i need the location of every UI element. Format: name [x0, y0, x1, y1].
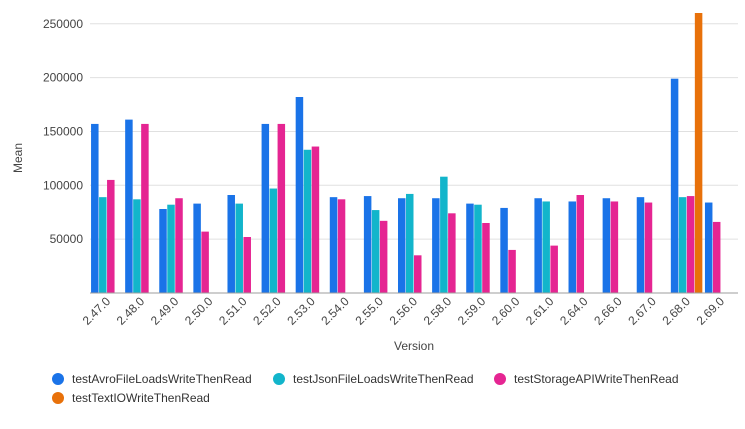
bar-testAvroFileLoadsWriteThenRead-2.55.0[interactable] — [363, 196, 372, 293]
bar-testStorageAPIWriteThenRead-2.51.0[interactable] — [243, 237, 251, 293]
legend-item[interactable]: testJsonFileLoadsWriteThenRead — [273, 372, 474, 386]
x-tick-labels: 2.47.0 2.48.0 2.49.0 2.50.0 2.51.0 2.52.0 2.53… — [80, 294, 728, 328]
bar-testStorageAPIWriteThenRead-2.64.0[interactable] — [576, 195, 585, 293]
bar-testAvroFileLoadsWriteThenRead-2.59.0[interactable] — [466, 203, 474, 293]
y-tick-label: 200000 — [43, 71, 83, 85]
bar-testStorageAPIWriteThenRead-2.48.0[interactable] — [141, 123, 149, 293]
bar-testStorageAPIWriteThenRead-2.59.0[interactable] — [482, 223, 490, 293]
x-tick-label: 2.58.0 — [421, 294, 455, 328]
legend-label: testAvroFileLoadsWriteThenRead — [72, 372, 252, 386]
x-tick-label: 2.49.0 — [148, 294, 182, 328]
legend-dot-icon — [52, 373, 64, 385]
bar-testAvroFileLoadsWriteThenRead-2.47.0[interactable] — [91, 123, 99, 293]
bar-testJsonFileLoadsWriteThenRead-2.56.0[interactable] — [406, 193, 414, 293]
bar-testStorageAPIWriteThenRead-2.60.0[interactable] — [508, 249, 516, 293]
bar-testJsonFileLoadsWriteThenRead-2.61.0[interactable] — [542, 201, 550, 293]
bar-testAvroFileLoadsWriteThenRead-2.64.0[interactable] — [568, 201, 577, 293]
y-tick-labels: 50000 100000 150000 200000 250000 — [43, 17, 83, 246]
y-tick-label: 150000 — [43, 124, 83, 138]
bar-testStorageAPIWriteThenRead-2.56.0[interactable] — [414, 255, 422, 293]
bar-testStorageAPIWriteThenRead-2.50.0[interactable] — [201, 231, 209, 293]
bar-testAvroFileLoadsWriteThenRead-2.61.0[interactable] — [534, 198, 542, 293]
legend-dot-icon — [52, 392, 64, 404]
y-tick-label: 50000 — [50, 232, 84, 246]
bar-testStorageAPIWriteThenRead-2.68.0[interactable] — [686, 196, 695, 293]
bar-testAvroFileLoadsWriteThenRead-2.56.0[interactable] — [398, 198, 406, 293]
bar-testStorageAPIWriteThenRead-2.49.0[interactable] — [175, 198, 183, 293]
bar-testStorageAPIWriteThenRead-2.53.0[interactable] — [311, 146, 320, 293]
legend-dot-icon — [494, 373, 506, 385]
x-tick-label: 2.52.0 — [250, 294, 284, 328]
x-tick-label: 2.50.0 — [182, 294, 216, 328]
x-axis-label: Version — [394, 339, 434, 353]
legend-dot-icon — [273, 373, 285, 385]
bar-testStorageAPIWriteThenRead-2.52.0[interactable] — [277, 123, 286, 293]
bar-testAvroFileLoadsWriteThenRead-2.60.0[interactable] — [500, 207, 508, 293]
x-tick-label: 2.64.0 — [557, 294, 591, 328]
bar-testAvroFileLoadsWriteThenRead-2.48.0[interactable] — [125, 119, 133, 293]
bar-testAvroFileLoadsWriteThenRead-2.53.0[interactable] — [295, 97, 304, 293]
bar-testJsonFileLoadsWriteThenRead-2.53.0[interactable] — [303, 149, 312, 293]
y-tick-label: 100000 — [43, 178, 83, 192]
legend-item[interactable]: testTextIOWriteThenRead — [52, 391, 210, 405]
bar-testJsonFileLoadsWriteThenRead-2.47.0[interactable] — [99, 197, 107, 293]
bar-testJsonFileLoadsWriteThenRead-2.51.0[interactable] — [235, 203, 243, 293]
bar-testStorageAPIWriteThenRead-2.67.0[interactable] — [644, 202, 653, 293]
bar-testAvroFileLoadsWriteThenRead-2.68.0[interactable] — [670, 78, 679, 293]
bar-testStorageAPIWriteThenRead-2.54.0[interactable] — [337, 199, 346, 293]
y-tick-label: 250000 — [43, 17, 83, 31]
bar-testAvroFileLoadsWriteThenRead-2.52.0[interactable] — [261, 123, 270, 293]
bar-testStorageAPIWriteThenRead-2.69.0[interactable] — [712, 221, 721, 293]
x-tick-label: 2.55.0 — [353, 294, 387, 328]
x-tick-label: 2.53.0 — [284, 294, 318, 328]
x-tick-label: 2.56.0 — [387, 294, 421, 328]
x-tick-label: 2.48.0 — [114, 294, 148, 328]
x-tick-label: 2.47.0 — [80, 294, 114, 328]
x-tick-label: 2.51.0 — [216, 294, 250, 328]
bar-testStorageAPIWriteThenRead-2.47.0[interactable] — [107, 179, 115, 293]
bar-testAvroFileLoadsWriteThenRead-2.58.0[interactable] — [432, 198, 440, 293]
bar-testStorageAPIWriteThenRead-2.58.0[interactable] — [448, 213, 456, 293]
bar-testJsonFileLoadsWriteThenRead-2.55.0[interactable] — [371, 210, 380, 293]
bars — [91, 13, 721, 293]
bar-testStorageAPIWriteThenRead-2.66.0[interactable] — [610, 201, 619, 293]
bar-testAvroFileLoadsWriteThenRead-2.54.0[interactable] — [329, 197, 338, 293]
legend-item[interactable]: testAvroFileLoadsWriteThenRead — [52, 372, 252, 386]
x-tick-label: 2.67.0 — [625, 294, 659, 328]
bar-testAvroFileLoadsWriteThenRead-2.69.0[interactable] — [704, 202, 713, 293]
x-tick-label: 2.68.0 — [659, 294, 693, 328]
x-tick-label: 2.59.0 — [455, 294, 489, 328]
x-tick-label: 2.61.0 — [523, 294, 557, 328]
gridlines — [90, 23, 738, 240]
x-tick-label: 2.54.0 — [318, 294, 352, 328]
bar-testAvroFileLoadsWriteThenRead-2.50.0[interactable] — [193, 203, 201, 293]
bar-testAvroFileLoadsWriteThenRead-2.66.0[interactable] — [602, 198, 611, 293]
legend-label: testStorageAPIWriteThenRead — [514, 372, 679, 386]
legend-label: testJsonFileLoadsWriteThenRead — [293, 372, 474, 386]
bar-testJsonFileLoadsWriteThenRead-2.49.0[interactable] — [167, 204, 175, 293]
bar-testJsonFileLoadsWriteThenRead-2.68.0[interactable] — [678, 197, 687, 293]
bar-testAvroFileLoadsWriteThenRead-2.49.0[interactable] — [159, 209, 167, 293]
bar-testAvroFileLoadsWriteThenRead-2.67.0[interactable] — [636, 197, 645, 293]
bar-testAvroFileLoadsWriteThenRead-2.51.0[interactable] — [227, 195, 235, 293]
bar-testJsonFileLoadsWriteThenRead-2.58.0[interactable] — [440, 176, 448, 293]
x-tick-label: 2.66.0 — [591, 294, 625, 328]
x-tick-label: 2.60.0 — [489, 294, 523, 328]
bar-testJsonFileLoadsWriteThenRead-2.52.0[interactable] — [269, 188, 278, 293]
legend-item[interactable]: testStorageAPIWriteThenRead — [494, 372, 679, 386]
y-axis-label: Mean — [11, 143, 25, 173]
bar-testStorageAPIWriteThenRead-2.55.0[interactable] — [379, 220, 388, 293]
bar-testStorageAPIWriteThenRead-2.61.0[interactable] — [550, 245, 558, 293]
bar-testJsonFileLoadsWriteThenRead-2.48.0[interactable] — [133, 199, 141, 293]
bar-testJsonFileLoadsWriteThenRead-2.59.0[interactable] — [474, 204, 482, 293]
x-tick-label: 2.69.0 — [694, 294, 728, 328]
bar-testTextIOWriteThenRead-2.68.0[interactable] — [694, 13, 703, 293]
legend-label: testTextIOWriteThenRead — [72, 391, 210, 405]
